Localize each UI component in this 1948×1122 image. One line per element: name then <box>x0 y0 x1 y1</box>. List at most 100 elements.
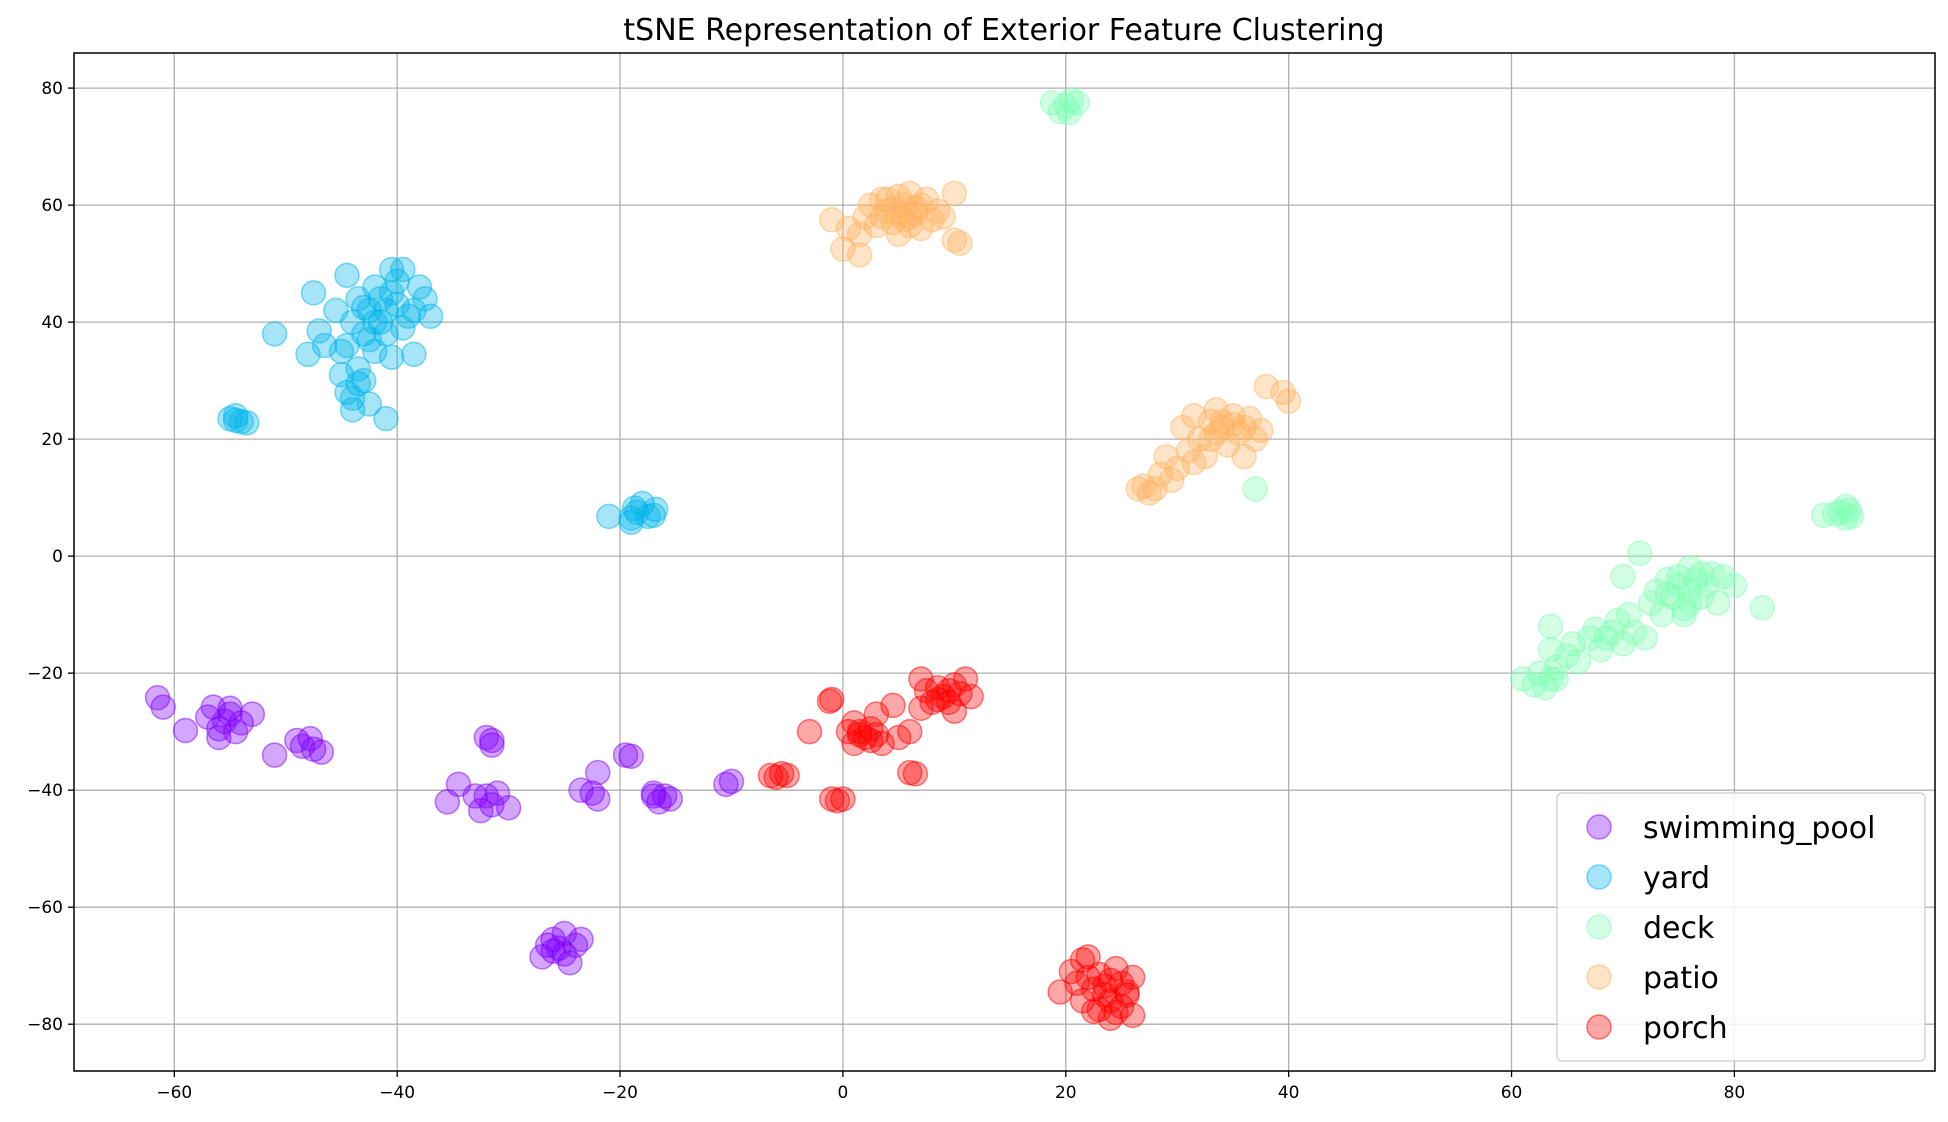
data-point <box>908 192 934 218</box>
data-point <box>389 256 416 283</box>
chart-title: tSNE Representation of Exterior Feature … <box>623 13 1384 48</box>
series-swimming_pool <box>144 684 745 976</box>
data-point <box>1610 563 1636 590</box>
data-point <box>373 405 399 432</box>
y-tick-label: 0 <box>52 547 63 567</box>
legend-marker <box>1586 914 1612 940</box>
data-point <box>1626 540 1653 566</box>
data-point <box>345 356 371 382</box>
data-point <box>1203 420 1229 447</box>
data-point <box>339 385 366 411</box>
data-point <box>306 318 332 344</box>
data-point <box>334 332 360 359</box>
legend-label: swimming_pool <box>1643 811 1875 846</box>
data-point <box>846 242 873 268</box>
data-point <box>495 794 522 821</box>
data-point <box>1047 979 1073 1005</box>
data-point <box>1119 964 1146 991</box>
data-point <box>930 204 956 230</box>
legend-marker <box>1586 814 1612 840</box>
y-tick-label: 60 <box>41 196 63 216</box>
data-point <box>621 495 648 521</box>
data-point <box>356 391 383 417</box>
x-tick-label: −40 <box>379 1083 415 1103</box>
data-point <box>1721 572 1748 599</box>
data-point <box>596 503 622 530</box>
data-point <box>295 341 321 368</box>
data-point <box>1097 967 1124 994</box>
x-tick-label: −20 <box>602 1083 638 1103</box>
data-point <box>1103 955 1129 982</box>
data-point <box>618 505 644 531</box>
data-point <box>819 686 845 713</box>
data-point <box>585 786 611 812</box>
data-point <box>880 692 906 719</box>
data-point <box>774 762 800 789</box>
data-point <box>1242 476 1268 502</box>
y-tick-label: 40 <box>41 313 63 333</box>
data-point <box>568 926 594 953</box>
data-point <box>1543 666 1569 692</box>
series-yard <box>217 256 669 535</box>
legend-marker <box>1586 1014 1612 1040</box>
data-point <box>1231 414 1257 441</box>
data-point <box>1836 497 1862 524</box>
data-point <box>1671 601 1698 628</box>
data-point <box>217 695 243 722</box>
data-point <box>640 780 667 806</box>
data-point <box>902 761 929 787</box>
data-point <box>1158 467 1185 493</box>
series-porch <box>757 666 1146 1032</box>
data-point <box>1677 590 1703 616</box>
legend-marker <box>1586 964 1612 990</box>
data-point <box>908 666 934 692</box>
data-point <box>378 280 405 306</box>
data-point <box>261 321 288 347</box>
data-point <box>830 236 856 262</box>
data-point <box>401 341 427 368</box>
legend-label: deck <box>1643 911 1715 946</box>
data-point <box>1810 502 1837 528</box>
data-point <box>172 717 199 744</box>
data-point <box>858 727 884 754</box>
y-tick-label: 80 <box>41 79 63 99</box>
data-point <box>540 938 566 964</box>
data-point <box>417 303 444 330</box>
data-point <box>718 768 745 795</box>
data-point <box>350 294 377 321</box>
data-point <box>796 718 823 745</box>
data-point <box>585 759 611 786</box>
data-point <box>1142 476 1168 502</box>
data-point <box>618 743 644 769</box>
y-tick-label: −40 <box>27 781 63 801</box>
data-point <box>1632 625 1659 651</box>
data-point <box>462 783 488 809</box>
data-point <box>863 701 890 727</box>
y-tick-label: −20 <box>27 664 63 684</box>
data-point <box>947 230 973 256</box>
x-tick-label: 40 <box>1278 1083 1300 1103</box>
x-tick-label: 0 <box>838 1083 849 1103</box>
data-point <box>830 786 856 812</box>
data-point <box>300 280 327 306</box>
data-point <box>378 344 405 370</box>
data-point <box>311 332 338 359</box>
data-point <box>1075 944 1101 970</box>
data-point <box>479 732 505 758</box>
data-point <box>819 206 845 233</box>
data-point <box>150 694 176 720</box>
data-point <box>308 739 335 765</box>
data-point <box>479 792 505 818</box>
y-tick-label: 20 <box>41 430 63 450</box>
data-point <box>1248 417 1274 444</box>
data-point <box>1537 613 1564 640</box>
series-deck <box>1039 87 1865 701</box>
x-tick-label: 60 <box>1501 1083 1523 1103</box>
data-point <box>1537 666 1564 692</box>
data-point <box>897 212 923 239</box>
data-point <box>406 274 433 300</box>
legend-marker <box>1586 864 1612 890</box>
data-point <box>1565 648 1592 675</box>
